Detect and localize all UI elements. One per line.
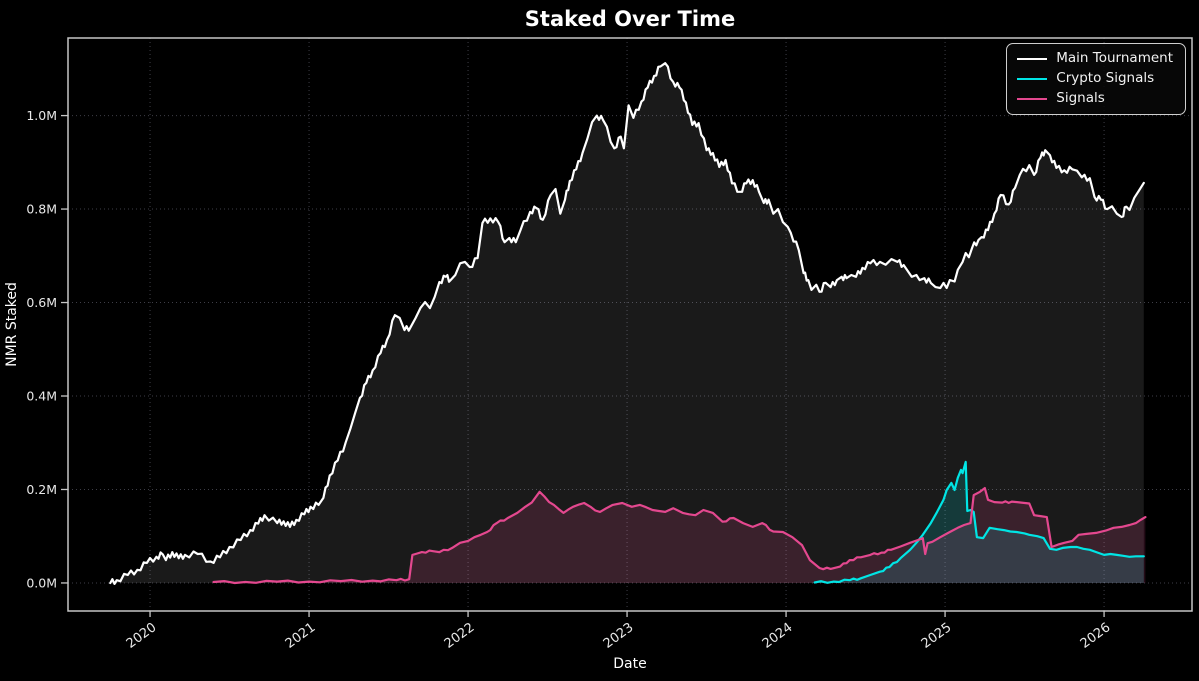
- x-tick-label: 2024: [760, 620, 796, 652]
- axes-frame: [67, 37, 1193, 612]
- y-tick-label: 0.6M: [26, 295, 57, 310]
- series-main-tournament-line: [109, 62, 1145, 586]
- x-tick-label: 2023: [601, 620, 637, 652]
- x-tick-label: 2026: [1078, 620, 1114, 652]
- x-tick-label: 2020: [124, 620, 160, 652]
- y-axis-label: NMR Staked: [4, 282, 20, 367]
- legend: Main Tournament Crypto Signals Signals: [1006, 43, 1186, 115]
- x-tick-label: 2021: [283, 620, 319, 652]
- plot-area: [68, 38, 1192, 611]
- series-signals-area: [213, 488, 1146, 583]
- y-tick-label: 1.0M: [26, 108, 57, 123]
- x-tick-label: 2022: [442, 620, 478, 652]
- legend-item-label: Main Tournament: [1056, 50, 1173, 66]
- series-crypto-signals-area: [814, 461, 1144, 583]
- legend-item-label: Crypto Signals: [1056, 70, 1155, 86]
- y-tick-label: 0.2M: [26, 482, 57, 497]
- legend-item-label: Signals: [1056, 90, 1105, 106]
- y-tick-label: 0.0M: [26, 575, 57, 590]
- x-axis-label: Date: [613, 656, 646, 672]
- legend-item-main-tournament: Main Tournament: [1017, 51, 1173, 66]
- legend-line-swatch: [1017, 77, 1048, 80]
- series-main-tournament-area: [110, 63, 1144, 584]
- legend-line-swatch: [1017, 97, 1048, 100]
- chart-title: Staked Over Time: [525, 7, 735, 31]
- x-tick-label: 2025: [919, 620, 955, 652]
- y-tick-label: 0.8M: [26, 202, 57, 217]
- legend-item-crypto-signals: Crypto Signals: [1017, 71, 1173, 86]
- series-signals-line: [212, 487, 1147, 585]
- series-crypto-signals-line: [813, 460, 1145, 584]
- legend-line-swatch: [1017, 57, 1048, 60]
- legend-item-signals: Signals: [1017, 91, 1173, 106]
- y-tick-label: 0.4M: [26, 389, 57, 404]
